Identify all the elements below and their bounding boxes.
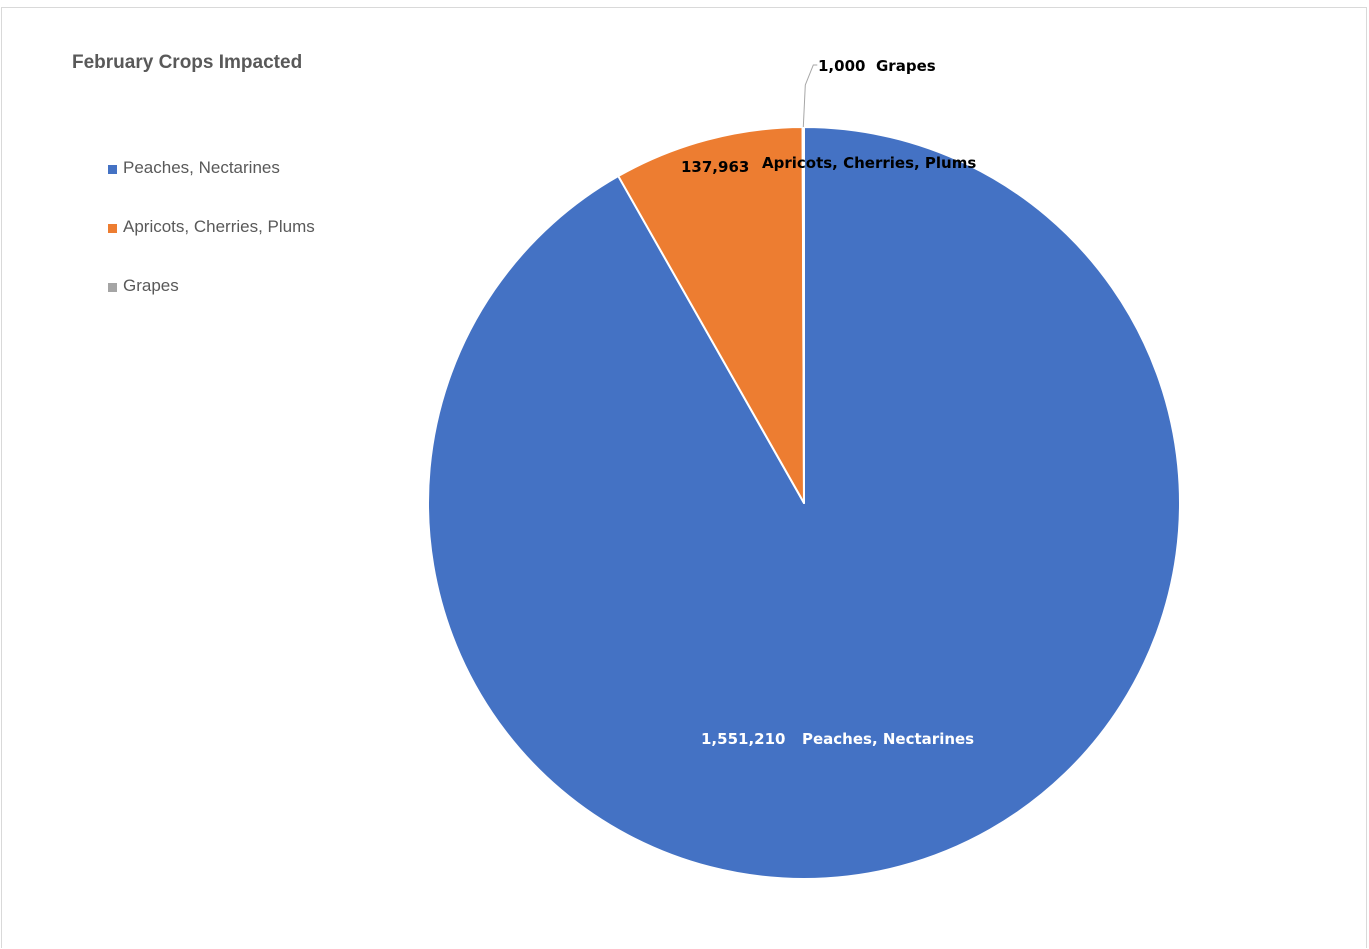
pie-slice <box>617 126 805 504</box>
legend-swatch <box>108 224 117 233</box>
legend-label: Grapes <box>123 276 179 295</box>
data-label: Peaches, Nectarines <box>802 730 974 748</box>
pie-slice <box>801 126 805 504</box>
legend-swatch <box>108 165 117 174</box>
legend-label: Peaches, Nectarines <box>123 158 280 177</box>
legend-swatch <box>108 283 117 292</box>
data-label: 1,551,210 <box>701 730 785 748</box>
data-label: Grapes <box>876 57 936 75</box>
chart-title: February Crops Impacted <box>72 52 303 73</box>
data-label: 137,963 <box>681 158 749 176</box>
data-label: Apricots, Cherries, Plums <box>762 154 976 172</box>
leader-line <box>802 64 818 128</box>
data-label: 1,000 <box>818 57 865 75</box>
legend-label: Apricots, Cherries, Plums <box>123 217 315 236</box>
